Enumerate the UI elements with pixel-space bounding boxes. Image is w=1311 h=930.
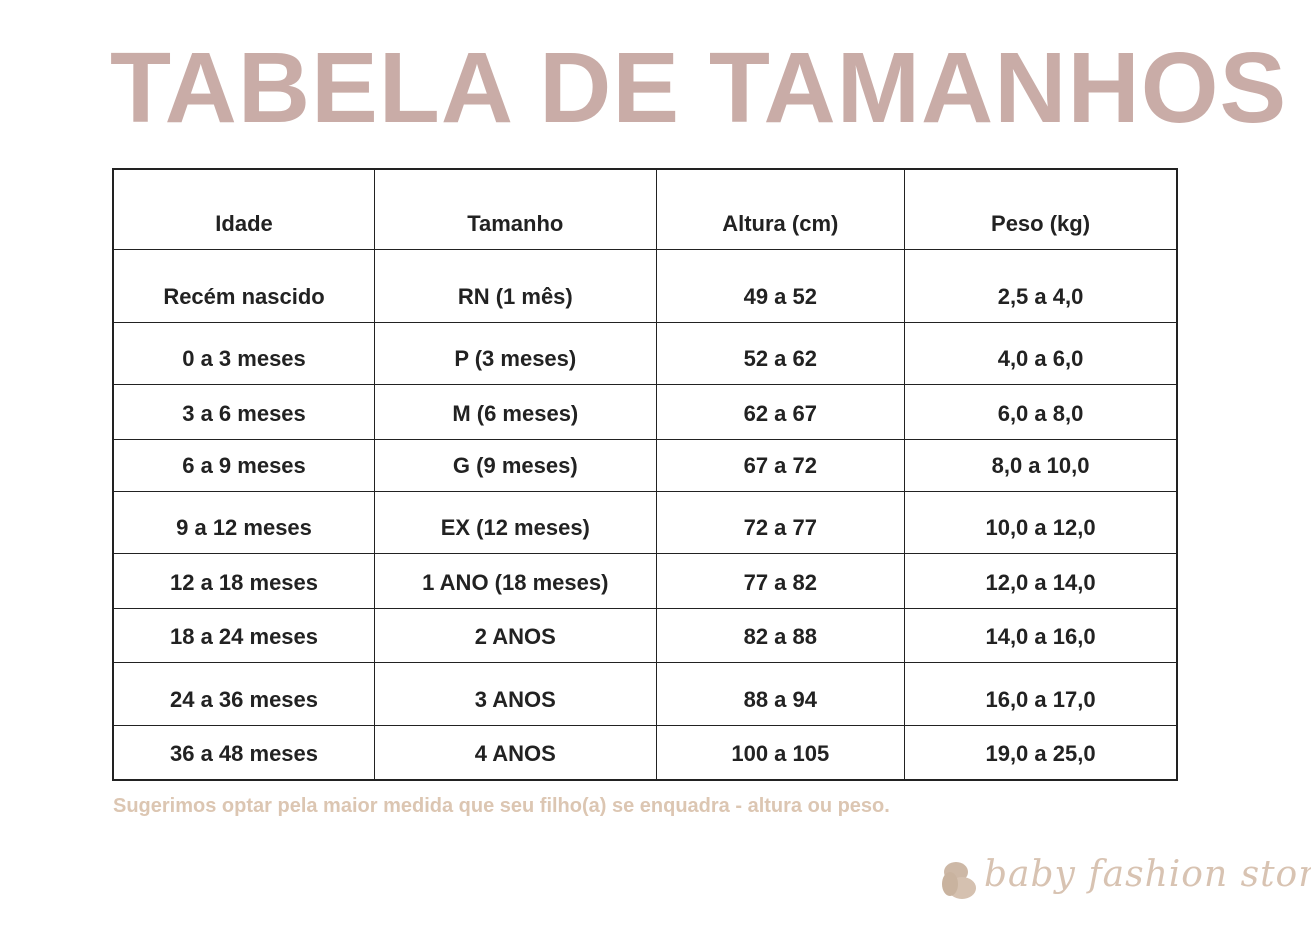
cell-peso: 6,0 a 8,0 [904, 383, 1178, 440]
cell-tamanho: M (6 meses) [374, 383, 657, 440]
table-row: 36 a 48 meses 4 ANOS 100 a 105 19,0 a 25,0 [112, 724, 1178, 781]
cell-peso: 12,0 a 14,0 [904, 552, 1178, 609]
cell-peso: 10,0 a 12,0 [904, 490, 1178, 554]
cell-altura: 72 a 77 [655, 490, 906, 554]
table-row: 18 a 24 meses 2 ANOS 82 a 88 14,0 a 16,0 [112, 607, 1178, 663]
cell-idade: 3 a 6 meses [112, 383, 376, 440]
cell-altura: 62 a 67 [655, 383, 906, 440]
cell-altura: 88 a 94 [655, 661, 906, 726]
cell-peso: 8,0 a 10,0 [904, 438, 1178, 492]
cell-tamanho: 2 ANOS [374, 607, 657, 663]
header-tamanho: Tamanho [374, 168, 657, 250]
cell-tamanho: G (9 meses) [374, 438, 657, 492]
cell-tamanho: EX (12 meses) [374, 490, 657, 554]
cell-peso: 2,5 a 4,0 [904, 248, 1178, 323]
cell-idade: 9 a 12 meses [112, 490, 376, 554]
cell-altura: 82 a 88 [655, 607, 906, 663]
header-idade: Idade [112, 168, 376, 250]
cell-peso: 19,0 a 25,0 [904, 724, 1178, 781]
cell-altura: 67 a 72 [655, 438, 906, 492]
header-peso: Peso (kg) [904, 168, 1178, 250]
table-row: 24 a 36 meses 3 ANOS 88 a 94 16,0 a 17,0 [112, 661, 1178, 726]
logo-text: baby fashion store [984, 854, 1311, 895]
size-table: Idade Tamanho Altura (cm) Peso (kg) Recé… [112, 168, 1178, 781]
cell-idade: 36 a 48 meses [112, 724, 376, 781]
table-row: 0 a 3 meses P (3 meses) 52 a 62 4,0 a 6,0 [112, 321, 1178, 385]
table-row: 6 a 9 meses G (9 meses) 67 a 72 8,0 a 10,0 [112, 438, 1178, 492]
cell-idade: 0 a 3 meses [112, 321, 376, 385]
brand-logo: baby fashion store [940, 850, 1311, 925]
cell-peso: 4,0 a 6,0 [904, 321, 1178, 385]
cell-altura: 77 a 82 [655, 552, 906, 609]
cell-tamanho: P (3 meses) [374, 321, 657, 385]
cell-peso: 16,0 a 17,0 [904, 661, 1178, 726]
cell-tamanho: 1 ANO (18 meses) [374, 552, 657, 609]
cell-altura: 52 a 62 [655, 321, 906, 385]
table-row: 12 a 18 meses 1 ANO (18 meses) 77 a 82 12,0… [112, 552, 1178, 609]
table-header-row: Idade Tamanho Altura (cm) Peso (kg) [112, 168, 1178, 250]
table-row: Recém nascido RN (1 mês) 49 a 52 2,5 a 4,0 [112, 248, 1178, 323]
cell-idade: Recém nascido [112, 248, 376, 323]
butterfly-icon [942, 862, 976, 899]
header-altura: Altura (cm) [655, 168, 906, 250]
page-title: TABELA DE TAMANHOS [110, 32, 1288, 144]
cell-idade: 24 a 36 meses [112, 661, 376, 726]
cell-idade: 12 a 18 meses [112, 552, 376, 609]
cell-tamanho: RN (1 mês) [374, 248, 657, 323]
cell-altura: 100 a 105 [655, 724, 906, 781]
table-row: 3 a 6 meses M (6 meses) 62 a 67 6,0 a 8,0 [112, 383, 1178, 440]
cell-tamanho: 3 ANOS [374, 661, 657, 726]
table-row: 9 a 12 meses EX (12 meses) 72 a 77 10,0 a 1… [112, 490, 1178, 554]
cell-idade: 18 a 24 meses [112, 607, 376, 663]
cell-altura: 49 a 52 [655, 248, 906, 323]
cell-tamanho: 4 ANOS [374, 724, 657, 781]
cell-peso: 14,0 a 16,0 [904, 607, 1178, 663]
cell-idade: 6 a 9 meses [112, 438, 376, 492]
size-suggestion-note: Sugerimos optar pela maior medida que se… [113, 795, 890, 817]
